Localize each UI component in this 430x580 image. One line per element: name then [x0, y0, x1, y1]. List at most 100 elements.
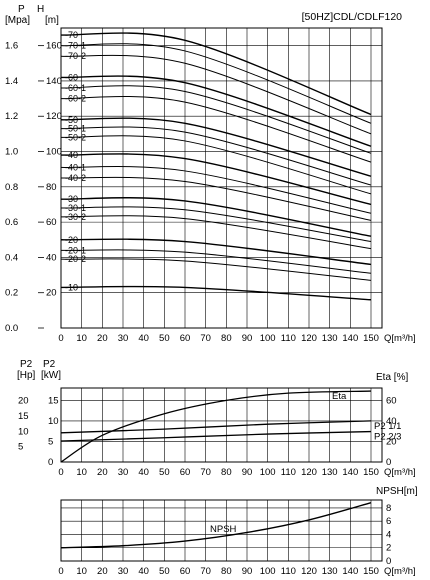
head-tick: 20 — [46, 288, 57, 299]
p2-kw-unit-label: [kW] — [41, 370, 61, 381]
eta-tick: 0 — [386, 457, 391, 468]
power-x-tick: 40 — [138, 467, 149, 478]
p-axis-top-label: P — [18, 4, 25, 15]
hq-curve-series — [60, 206, 372, 243]
hq-x-tick: 130 — [322, 333, 338, 344]
power-x-tick: 80 — [221, 467, 232, 478]
power-x-tick: 70 — [200, 467, 211, 478]
hq-x-tick: 30 — [118, 333, 129, 344]
power-x-tick: 100 — [260, 467, 276, 478]
npsh-x-tick: 110 — [281, 566, 296, 577]
power-curve-series — [60, 430, 372, 442]
pressure-tick: 0.2 — [5, 288, 18, 299]
hq-curve-series — [60, 215, 372, 250]
p-axis-unit-label: [Mpa] — [5, 15, 30, 26]
npsh-x-tick: 80 — [221, 566, 232, 577]
hq-curve-label: -40-1 — [65, 162, 86, 172]
hq-x-tick: 90 — [242, 333, 253, 344]
pressure-tick: 0.0 — [5, 323, 18, 334]
hq-curve-label: -60 — [65, 72, 78, 82]
hq-x-tick: 60 — [180, 333, 191, 344]
power-x-tick: 110 — [281, 467, 296, 478]
hq-curve-label: -60-2 — [65, 94, 86, 104]
eta-tick: 60 — [386, 395, 397, 406]
hq-curve-series — [60, 75, 372, 147]
hq-curve-label: -50-1 — [65, 124, 86, 134]
npsh-tick: 8 — [386, 503, 391, 514]
npsh-x-tick: 70 — [200, 566, 211, 577]
hq-x-tick: 150 — [363, 333, 379, 344]
npsh-x-tick: 10 — [76, 566, 87, 577]
hq-x-tick: 110 — [281, 333, 296, 344]
power-x-tick: 0 — [58, 467, 63, 478]
hq-curve-series — [60, 258, 372, 281]
npsh-x-tick: 0 — [58, 566, 63, 577]
npsh-x-tick: 40 — [138, 566, 149, 577]
p2-two-thirds-curve-label: P2 2/3 — [374, 432, 401, 443]
power-x-tick: 130 — [322, 467, 338, 478]
hq-curve-series — [60, 135, 372, 195]
head-tick: 80 — [46, 182, 57, 193]
hq-curve-label: -30 — [65, 194, 78, 204]
hp-tick: 10 — [18, 426, 29, 437]
head-tick: 120 — [46, 111, 62, 122]
power-x-tick: 90 — [242, 467, 253, 478]
hq-curve-label: -50 — [65, 115, 78, 125]
hq-curve-label: -60-1 — [65, 83, 86, 93]
npsh-curve-label: NPSH — [210, 524, 237, 535]
chart-title: [50HZ]CDL/CDLF120 — [302, 11, 403, 23]
hp-tick: 15 — [18, 411, 29, 422]
hq-curve-series — [60, 85, 372, 154]
npsh-curve-series — [60, 501, 372, 549]
pressure-tick: 1.2 — [5, 111, 18, 122]
h-axis-top-label: H — [37, 4, 44, 15]
npsh-x-tick: 60 — [180, 566, 191, 577]
npsh-x-tick: 90 — [242, 566, 253, 577]
hq-curve-series — [60, 126, 372, 186]
pressure-tick: 0.8 — [5, 182, 18, 193]
power-curve-series — [60, 420, 372, 434]
power-curve-series — [60, 390, 372, 463]
hq-curve-series — [60, 54, 372, 135]
p2-kw-top-label: P2 — [43, 359, 56, 370]
hq-x-tick: 140 — [342, 333, 358, 344]
head-tick: 100 — [46, 147, 62, 158]
hq-curve-label: -70-1 — [65, 41, 86, 51]
kw-tick: 0 — [48, 457, 53, 468]
hp-tick: 5 — [18, 442, 23, 453]
power-x-tick: 60 — [180, 467, 191, 478]
hq-x-tick: 50 — [159, 333, 170, 344]
hq-curve-series — [60, 285, 372, 301]
hq-x-tick: 40 — [138, 333, 149, 344]
kw-tick: 10 — [48, 416, 59, 427]
npsh-x-tick: 120 — [301, 566, 317, 577]
head-tick: 60 — [46, 217, 57, 228]
hq-curve-series — [60, 117, 372, 177]
h-axis-unit-label: [m] — [45, 15, 59, 26]
hq-curve-label: -40-2 — [65, 173, 86, 183]
npsh-tick: 4 — [386, 529, 391, 540]
eta-axis-label: Eta [%] — [376, 372, 408, 383]
p2-full-curve-label: P2 1/1 — [374, 421, 401, 432]
p2-hp-unit-label: [Hp] — [17, 370, 36, 381]
hq-curve-label: -40 — [65, 150, 78, 160]
hq-x-tick: 100 — [260, 333, 276, 344]
hq-x-tick: 20 — [97, 333, 108, 344]
npsh-x-tick: 140 — [342, 566, 358, 577]
hq-x-tick: 0 — [58, 333, 63, 344]
hq-curve-label: -20-2 — [65, 254, 86, 264]
hq-x-tick: 70 — [200, 333, 211, 344]
eta-tick: 40 — [386, 416, 397, 427]
hq-x-axis-label: Q[m³/h] — [384, 333, 416, 344]
npsh-x-tick: 100 — [260, 566, 276, 577]
power-x-tick: 150 — [363, 467, 379, 478]
eta-curve-label: Eta — [332, 391, 347, 402]
npsh-x-tick: 130 — [322, 566, 338, 577]
pressure-tick: 0.4 — [5, 252, 18, 263]
kw-tick: 15 — [48, 395, 59, 406]
power-x-axis-label: Q[m³/h] — [384, 467, 416, 478]
hq-curve-label: -70-2 — [65, 51, 86, 61]
hq-curve-series — [60, 32, 372, 116]
power-x-tick: 20 — [97, 467, 108, 478]
hq-curve-series — [60, 153, 372, 206]
